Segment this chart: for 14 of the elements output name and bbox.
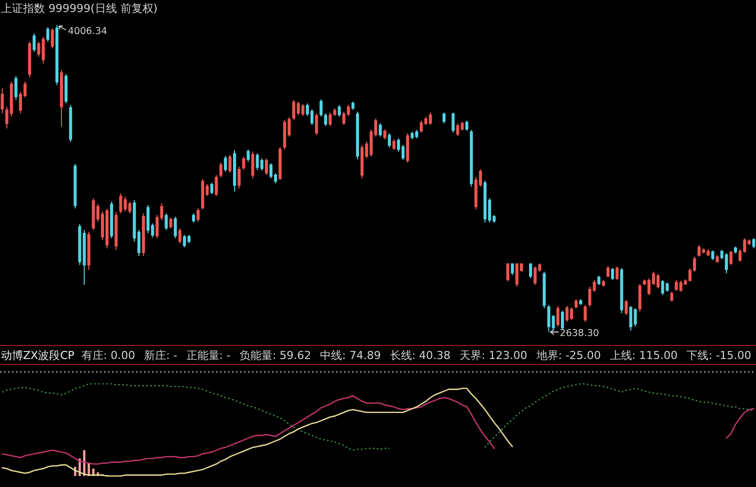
annotation: 长线: 40.38 — [390, 349, 451, 362]
title: 动博ZX波段CP — [1, 349, 74, 362]
title: 上证指数 999999(日线 前复权) — [1, 2, 158, 15]
annotation: 2638.30 — [560, 328, 600, 339]
annotation: 有庄: 0.00 — [81, 349, 136, 362]
annotation: 地界: -25.00 — [536, 349, 601, 362]
annotation: 下线: -15.00 — [686, 349, 752, 362]
annotation: 新庄: - — [144, 349, 178, 362]
annotation: 上线: 115.00 — [610, 349, 678, 362]
annotation: 中线: 74.89 — [320, 349, 381, 362]
annotation: 天界: 123.00 — [460, 349, 528, 362]
annotation: 4006.34 — [68, 26, 108, 37]
annotation: 负能量: 59.62 — [239, 349, 312, 362]
annotation: 正能量: - — [186, 349, 230, 362]
